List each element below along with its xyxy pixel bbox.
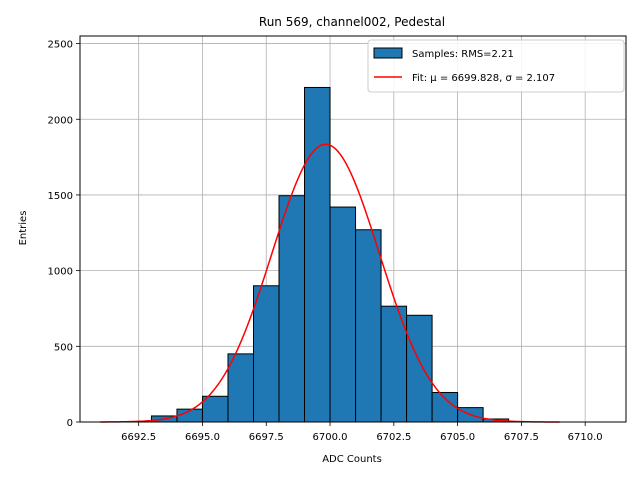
histogram-bar-6 — [304, 86, 331, 423]
y-axis-label: Entries — [18, 211, 29, 246]
histogram-bar-10 — [406, 314, 433, 423]
histogram-bar-7 — [329, 206, 357, 423]
histogram-bar-8 — [355, 229, 382, 423]
x-tick-label-6: 6707.5 — [504, 432, 539, 443]
legend: Samples: RMS=2.21 Fit: μ = 6699.828, σ =… — [367, 39, 625, 93]
fit-curve — [100, 143, 560, 423]
legend-histogram-swatch — [373, 47, 403, 59]
legend-histogram-label: Samples: RMS=2.21 — [412, 49, 514, 60]
histogram-bar-3 — [227, 353, 254, 423]
x-axis-label: ADC Counts — [322, 454, 382, 465]
y-axis-ticks: 0 500 1000 1500 2000 2500 — [48, 40, 80, 429]
x-tick-label-1: 6695.0 — [185, 432, 220, 443]
histogram-bar-5 — [278, 195, 306, 423]
x-tick-label-2: 6697.5 — [249, 432, 284, 443]
y-tick-label-1: 500 — [54, 342, 73, 353]
x-tick-label-7: 6710.0 — [568, 432, 603, 443]
y-tick-label-0: 0 — [67, 418, 73, 429]
legend-box — [367, 39, 625, 93]
legend-fit-label: Fit: μ = 6699.828, σ = 2.107 — [412, 73, 555, 84]
histogram-bar-11 — [431, 391, 459, 423]
chart-title: Run 569, channel002, Pedestal — [259, 15, 445, 29]
x-tick-label-4: 6702.5 — [376, 432, 411, 443]
x-tick-label-0: 6692.5 — [121, 432, 156, 443]
x-tick-label-5: 6705.0 — [440, 432, 475, 443]
y-tick-label-2: 1000 — [48, 267, 73, 278]
histogram-bar-4 — [252, 285, 280, 423]
x-axis-ticks: 6692.5 6695.0 6697.5 6700.0 6702.5 6705.0 6707… — [121, 422, 603, 443]
histogram-bar-2 — [201, 395, 229, 423]
y-tick-label-4: 2000 — [48, 115, 73, 126]
y-tick-label-3: 1500 — [48, 191, 73, 202]
plot-frame — [79, 35, 627, 423]
x-tick-label-3: 6700.0 — [313, 432, 348, 443]
y-tick-label-5: 2500 — [48, 40, 73, 51]
